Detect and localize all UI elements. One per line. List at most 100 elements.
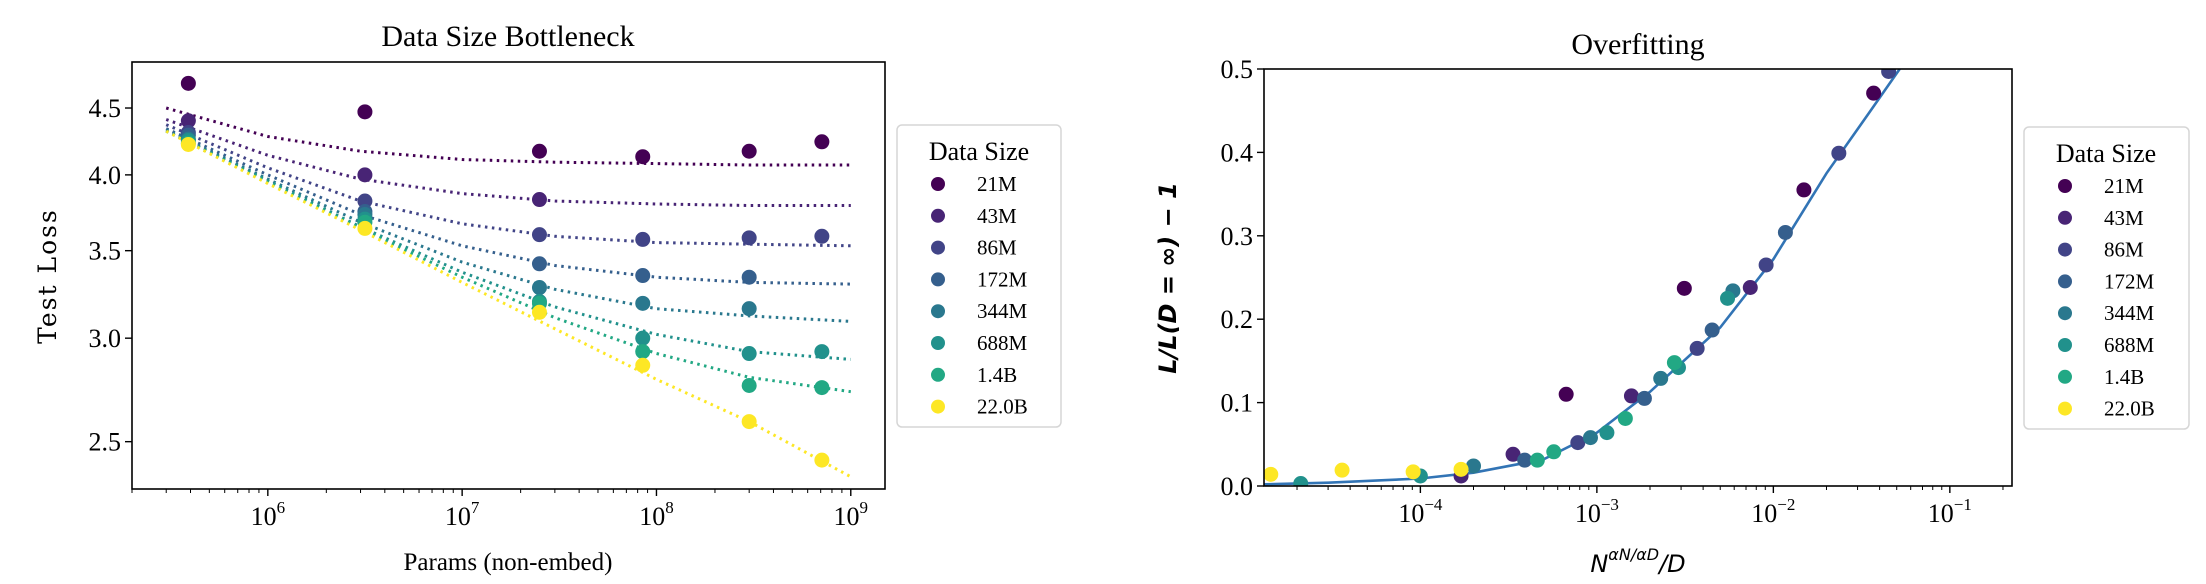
data-point-1.4B <box>635 344 651 360</box>
legend-title: Data Size <box>2056 139 2156 168</box>
y-tick-label: 0.3 <box>1221 222 1254 251</box>
fit-line-688M <box>165 129 851 361</box>
data-point-22.0B <box>1405 464 1421 480</box>
legend-label: 86M <box>977 236 1017 260</box>
y-tick-label: 4.5 <box>89 94 122 123</box>
x-tick-label-exponent: 9 <box>860 498 869 517</box>
x-tick-label-base: 10 <box>639 502 665 531</box>
x-tick-label: 108 <box>639 498 674 531</box>
legend-label: 688M <box>2104 333 2155 357</box>
x-tick-label: 10−1 <box>1928 495 1972 528</box>
overfitting-chart: Overfitting NαN/αD/D L/L(D = ∞) − 1 10−4… <box>1154 28 2190 578</box>
x-tick-label-base: 10 <box>1751 499 1777 528</box>
data-point-22.0B <box>531 304 547 320</box>
x-axis-label-exponent: αN/αD <box>1608 545 1659 564</box>
data-point-1.4B <box>814 380 830 396</box>
legend-label: 344M <box>2104 301 2155 325</box>
data-point-43M <box>1742 280 1758 296</box>
data-point-172M <box>1517 452 1533 468</box>
data-point-21M <box>814 134 830 150</box>
data-point-43M <box>357 167 373 183</box>
data-point-22.0B <box>814 452 830 468</box>
data-point-172M <box>741 269 757 285</box>
x-tick-label-exponent: −3 <box>1601 495 1619 514</box>
x-axis-label: NαN/αD/D <box>1590 545 1685 578</box>
legend-label: 344M <box>977 299 1028 323</box>
legend-label: 688M <box>977 331 1028 355</box>
data-point-21M <box>180 75 196 91</box>
data-point-86M <box>1570 435 1586 451</box>
data-point-1.4B <box>1546 444 1562 460</box>
legend-label: 43M <box>2104 206 2144 230</box>
legend-box <box>896 124 1062 428</box>
x-tick-label: 10−4 <box>1398 495 1443 528</box>
x-axis-label-base: N <box>1590 550 1608 578</box>
y-tick-label: 0.4 <box>1221 138 1254 167</box>
axes-frame <box>1263 68 2013 487</box>
data-point-86M <box>1881 69 1897 79</box>
data-point-1.4B <box>1666 355 1682 371</box>
data-point-22.0B <box>1453 461 1469 477</box>
data-point-21M <box>357 104 373 120</box>
legend-marker-1.4B <box>931 367 945 382</box>
data-point-86M <box>357 193 373 209</box>
x-tick-label-base: 10 <box>834 502 860 531</box>
x-tick-label-exponent: −4 <box>1424 495 1443 514</box>
x-tick-label-base: 10 <box>1575 499 1601 528</box>
data-point-344M <box>1653 370 1669 386</box>
y-tick-label: 0.2 <box>1221 305 1254 334</box>
x-tick-label-exponent: −1 <box>1954 495 1972 514</box>
data-point-688M <box>1720 290 1736 306</box>
x-axis-label-suffix: /D <box>1657 550 1686 578</box>
data-point-21M <box>531 143 547 159</box>
x-tick-label-base: 10 <box>445 502 471 531</box>
legend-box <box>2023 126 2190 430</box>
data-point-344M <box>531 280 547 296</box>
x-tick-label-base: 10 <box>1928 499 1954 528</box>
data-point-21M <box>635 149 651 165</box>
legend-marker-43M <box>2058 210 2072 225</box>
legend-marker-688M <box>931 336 945 350</box>
data-point-21M <box>1866 85 1882 101</box>
legend-marker-86M <box>931 240 945 255</box>
legend-marker-86M <box>2058 242 2072 257</box>
data-point-43M <box>1623 388 1639 404</box>
legend-marker-21M <box>931 177 945 191</box>
legend-label: 43M <box>977 204 1017 228</box>
data-point-21M <box>1676 280 1692 296</box>
chart-title: Data Size Bottleneck <box>381 20 634 53</box>
legend-title: Data Size <box>929 137 1029 166</box>
data-point-22.0B <box>1264 466 1279 482</box>
x-tick-label-exponent: 8 <box>665 498 674 517</box>
x-tick-label: 10−2 <box>1751 495 1795 528</box>
data-point-22.0B <box>635 357 651 373</box>
data-point-22.0B <box>357 220 373 236</box>
x-tick-label: 109 <box>834 498 869 531</box>
legend-marker-688M <box>2058 338 2072 352</box>
data-point-86M <box>1689 340 1705 356</box>
x-tick-label: 106 <box>251 498 286 531</box>
x-tick-label-base: 10 <box>251 502 277 531</box>
legend-marker-172M <box>931 272 945 287</box>
data-point-688M <box>741 346 757 362</box>
legend-label: 22.0B <box>977 395 1028 419</box>
data-point-86M <box>741 230 757 246</box>
data-point-22.0B <box>741 414 757 430</box>
data-point-1.4B <box>1529 452 1545 468</box>
x-tick-label-exponent: 7 <box>471 498 480 517</box>
data-point-344M <box>741 301 757 317</box>
x-axis-label: Params (non-embed) <box>404 549 613 576</box>
legend-label: 21M <box>977 172 1017 196</box>
x-tick-label-base: 10 <box>1398 499 1424 528</box>
fit-line-344M <box>165 128 851 323</box>
data-point-688M <box>1599 425 1615 441</box>
data-size-bottleneck-chart: Data Size Bottleneck Params (non-embed) … <box>33 20 1062 576</box>
data-point-43M <box>531 192 547 208</box>
chart-title: Overfitting <box>1571 28 1704 61</box>
x-tick-label-exponent: −2 <box>1777 495 1795 514</box>
fit-line-43M <box>165 118 851 207</box>
x-tick-label: 107 <box>445 498 480 531</box>
data-point-21M <box>1558 386 1574 402</box>
y-tick-label: 3.5 <box>89 237 122 266</box>
data-point-21M <box>741 143 757 159</box>
